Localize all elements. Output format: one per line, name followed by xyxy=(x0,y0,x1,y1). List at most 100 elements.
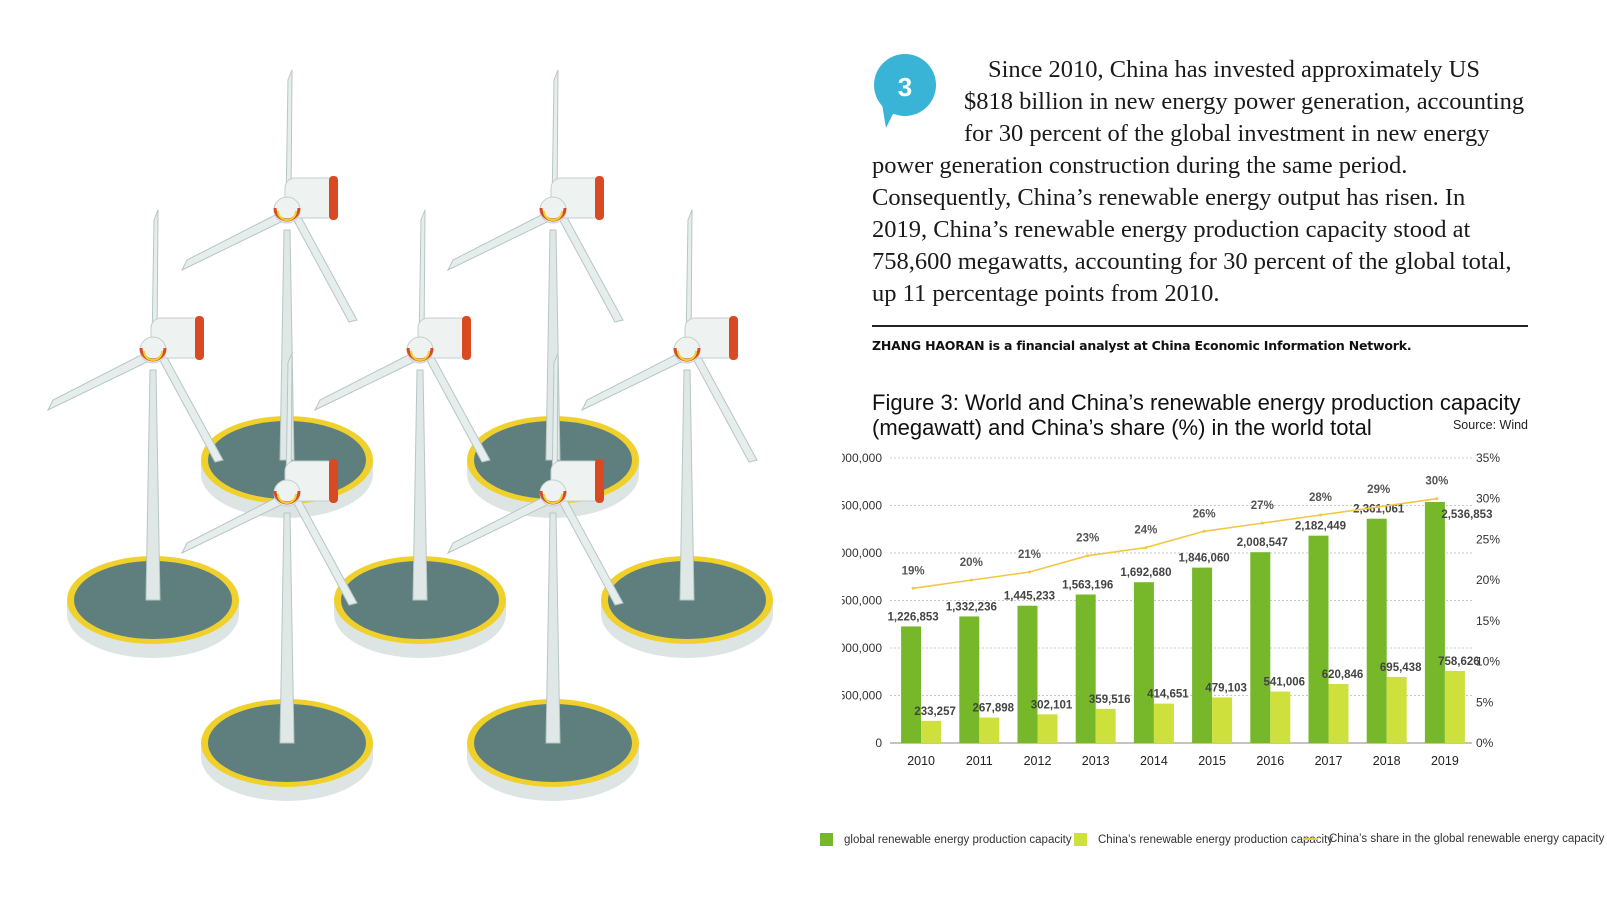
legend-swatch-share xyxy=(1304,838,1318,840)
share-label: 29% xyxy=(1367,484,1390,496)
bar-label-global: 2,536,853 xyxy=(1441,509,1492,521)
bar-label-global: 1,332,236 xyxy=(946,601,997,613)
article-line: $818 billion in new energy power generat… xyxy=(964,88,1525,115)
bar-global xyxy=(1366,518,1387,743)
section-badge: 3 xyxy=(872,52,938,128)
share-point xyxy=(1144,546,1148,550)
bar-label-global: 1,445,233 xyxy=(1004,591,1055,603)
bar-label-china: 414,651 xyxy=(1147,689,1189,701)
y-tick-label: 2,000,000 xyxy=(842,546,882,560)
speech-bubble-icon xyxy=(874,54,936,128)
figure-source: Source: Wind xyxy=(1452,418,1528,432)
bar-label-global: 2,361,061 xyxy=(1353,504,1405,516)
share-line xyxy=(912,497,1438,590)
bar-label-china: 479,103 xyxy=(1205,682,1247,694)
bar-china xyxy=(1386,676,1407,743)
bar-global xyxy=(1250,552,1271,743)
bar-china xyxy=(1095,708,1116,743)
legend-label-global: global renewable energy production capac… xyxy=(844,833,1072,846)
y2-tick-label: 25% xyxy=(1476,532,1500,546)
bar-china xyxy=(1270,691,1291,743)
legend-item-share: China’s share in the global renewable en… xyxy=(1304,833,1604,845)
share-label: 23% xyxy=(1076,533,1099,545)
legend-item-china: China’s renewable energy production capa… xyxy=(1074,833,1333,846)
y2-tick-label: 5% xyxy=(1476,695,1494,709)
figure-title-line: (megawatt) and China’s share (%) in the … xyxy=(872,415,1372,440)
share-point xyxy=(1086,554,1090,558)
share-label: 19% xyxy=(902,565,925,577)
share-point xyxy=(1028,570,1031,574)
y2-tick-label: 15% xyxy=(1476,614,1500,628)
bar-label-china: 302,101 xyxy=(1031,699,1073,711)
share-label: 21% xyxy=(1018,549,1041,561)
legend-swatch-china xyxy=(1074,833,1087,846)
y-tick-label: 1,500,000 xyxy=(842,594,882,608)
author-note: ZHANG HAORAN is a financial analyst at C… xyxy=(872,338,1412,353)
x-tick-label: 2010 xyxy=(907,754,935,768)
share-point xyxy=(911,586,915,590)
wind-turbines-illustration xyxy=(46,68,773,801)
bar-global xyxy=(1192,567,1213,743)
x-tick-label: 2017 xyxy=(1315,754,1343,768)
bar-global xyxy=(901,626,922,743)
y-tick-label: 3,000,000 xyxy=(842,451,882,465)
bar-label-global: 1,226,853 xyxy=(888,611,939,623)
capacity-chart: 0 500,000 1,000,000 1,500,000 2,000,000 2,500… xyxy=(842,451,1500,768)
bar-global xyxy=(1133,582,1154,743)
article-line: for 30 percent of the global investment … xyxy=(964,120,1490,147)
legend-swatch-global xyxy=(820,833,833,846)
bar-global xyxy=(1075,594,1096,743)
bar-label-china: 620,846 xyxy=(1322,669,1364,681)
share-label: 30% xyxy=(1425,476,1448,488)
share-point xyxy=(1260,521,1264,525)
share-label: 24% xyxy=(1134,525,1157,537)
bar-label-global: 1,563,196 xyxy=(1062,579,1113,591)
y2-tick-label: 30% xyxy=(1476,492,1500,506)
bar-china xyxy=(1328,684,1349,743)
article-line: 2019, China’s renewable energy productio… xyxy=(872,216,1471,243)
legend-label-share: China’s share in the global renewable en… xyxy=(1329,833,1605,845)
bar-global xyxy=(1017,605,1038,743)
y2-tick-label: 20% xyxy=(1476,573,1500,587)
bar-label-china: 359,516 xyxy=(1089,694,1131,706)
x-tick-label: 2011 xyxy=(966,754,993,768)
x-tick-label: 2016 xyxy=(1256,754,1284,768)
bar-global xyxy=(1308,535,1329,743)
article-line: 758,600 megawatts, accounting for 30 per… xyxy=(872,248,1512,275)
divider xyxy=(872,325,1528,327)
bar-china xyxy=(1037,714,1058,743)
section-number: 3 xyxy=(897,72,913,102)
bar-china xyxy=(1153,703,1174,743)
article-line: up 11 percentage points from 2010. xyxy=(872,280,1220,307)
y2-tick-label: 35% xyxy=(1476,451,1500,465)
article-line: Since 2010, China has invested approxima… xyxy=(988,56,1480,83)
turbine-mid-left xyxy=(46,208,239,658)
share-point xyxy=(969,578,973,582)
share-label: 28% xyxy=(1309,492,1332,504)
bar-china xyxy=(1444,670,1465,743)
bar-global xyxy=(959,616,980,743)
x-tick-label: 2019 xyxy=(1431,754,1459,768)
bar-china xyxy=(1212,697,1233,743)
share-label: 26% xyxy=(1193,508,1216,520)
bar-label-global: 2,008,547 xyxy=(1237,537,1288,549)
y-tick-label: 1,000,000 xyxy=(842,641,882,655)
bar-label-global: 1,692,680 xyxy=(1120,567,1171,579)
x-tick-label: 2014 xyxy=(1140,754,1168,768)
x-tick-label: 2015 xyxy=(1198,754,1226,768)
chart-legend: global renewable energy production capac… xyxy=(820,833,1604,857)
figure-title: Figure 3: World and China’s renewable en… xyxy=(872,390,1521,440)
share-point xyxy=(1319,513,1322,517)
bar-china xyxy=(979,717,1000,743)
bar-label-china: 758,626 xyxy=(1438,656,1480,668)
article-body: Since 2010, China has invested approxima… xyxy=(872,54,1532,310)
article-line: power generation construction during the… xyxy=(872,152,1408,179)
x-tick-label: 2012 xyxy=(1024,754,1052,768)
y-tick-label: 2,500,000 xyxy=(842,499,882,513)
bar-label-global: 2,182,449 xyxy=(1295,521,1346,533)
bar-global xyxy=(1424,501,1445,743)
x-tick-label: 2013 xyxy=(1082,754,1110,768)
share-point xyxy=(1202,529,1206,533)
y2-tick-label: 0% xyxy=(1476,736,1494,750)
bar-label-china: 695,438 xyxy=(1380,662,1422,674)
